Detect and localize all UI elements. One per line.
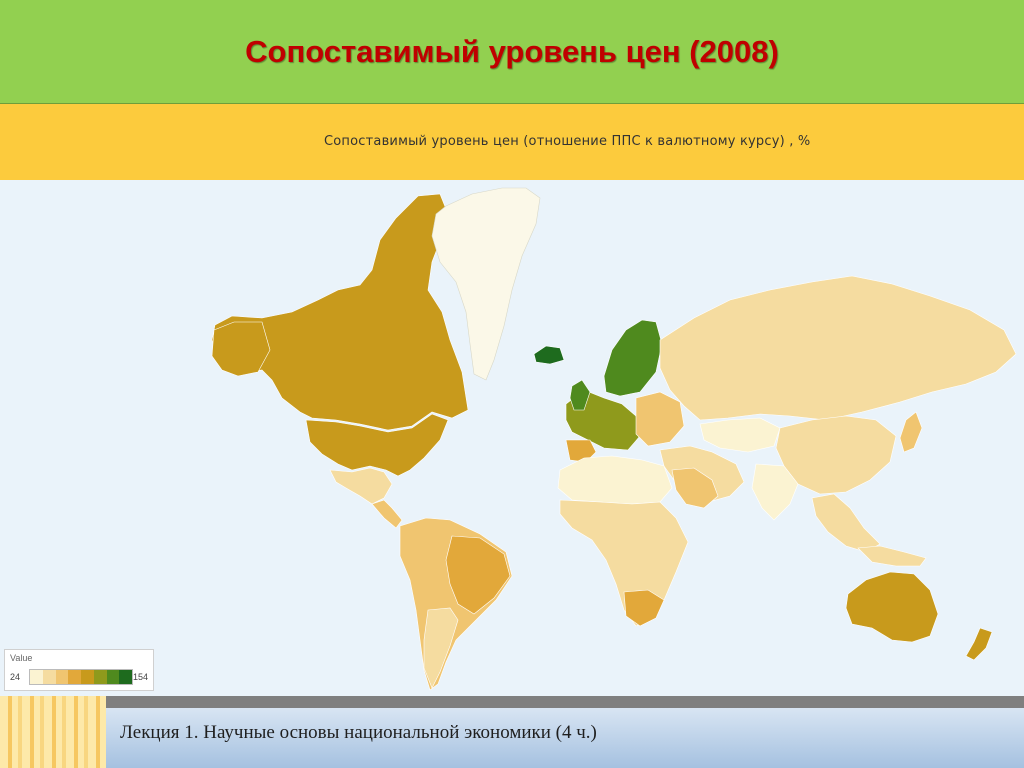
region-uk (569, 379, 591, 411)
lecture-caption: Лекция 1. Научные основы национальной эк… (120, 722, 597, 743)
region-central-asia (699, 417, 781, 453)
legend-max: 154 (133, 672, 149, 682)
world-map-svg (211, 187, 1017, 691)
region-usa (305, 413, 449, 477)
footer: Лекция 1. Научные основы национальной эк… (106, 708, 1024, 768)
region-russia (659, 275, 1017, 421)
region-australia (845, 571, 939, 643)
legend-swatch (93, 670, 107, 684)
title-bar: Сопоставимый уровень цен (2008) (0, 0, 1024, 104)
map-subtitle: Сопоставимый уровень цен (отношение ППС … (324, 134, 811, 149)
subtitle-band: Сопоставимый уровень цен (отношение ППС … (0, 104, 1024, 180)
region-north-africa (557, 455, 673, 505)
region-indonesia (857, 545, 927, 567)
legend-swatch (42, 670, 56, 684)
region-japan (899, 411, 923, 453)
region-alaska (211, 321, 271, 377)
footer-decoration (0, 696, 106, 768)
legend-title: Value (10, 653, 33, 663)
legend-min: 24 (10, 672, 21, 682)
legend-swatch (119, 670, 132, 684)
legend-swatch (30, 670, 43, 684)
map-legend: Value 24 154 (4, 649, 154, 691)
region-brazil (445, 535, 511, 615)
legend-swatch (106, 670, 120, 684)
slide-title: Сопоставимый уровень цен (2008) (245, 33, 779, 69)
region-eastern-europe (635, 391, 685, 447)
region-central-america (371, 499, 403, 529)
region-new-zealand (965, 627, 993, 661)
region-argentina (423, 607, 459, 689)
legend-swatch (81, 670, 94, 684)
region-scandinavia (603, 319, 663, 397)
region-sub-saharan-africa (559, 499, 689, 627)
region-southeast-asia (811, 493, 881, 553)
region-iceland (533, 345, 565, 365)
footer-divider (0, 696, 1024, 708)
region-canada (211, 193, 469, 431)
region-arabia (671, 467, 719, 509)
region-india (751, 463, 799, 521)
legend-color-scale (29, 669, 133, 685)
region-southern-africa (623, 589, 665, 627)
region-greenland (431, 187, 541, 381)
region-mexico (329, 467, 393, 505)
legend-swatch (68, 670, 81, 684)
region-iberia (565, 439, 597, 463)
world-map (0, 180, 1024, 696)
legend-swatch (55, 670, 69, 684)
